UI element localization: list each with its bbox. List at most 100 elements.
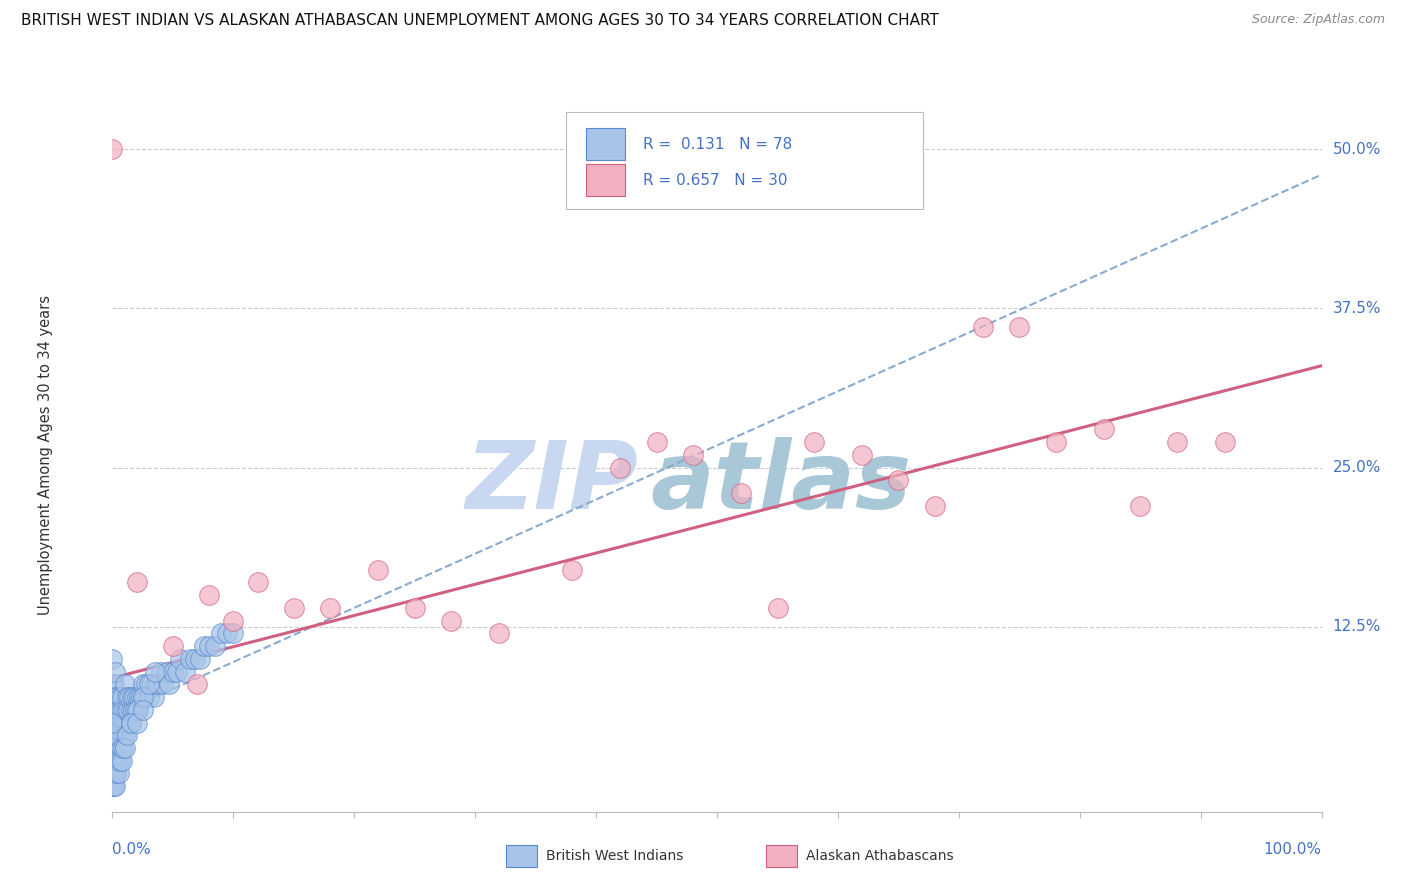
Bar [766, 845, 797, 867]
Point [152, 677, 174, 691]
Point [851, 448, 873, 462]
Point [135, 677, 157, 691]
Point [609, 460, 631, 475]
Text: Source: ZipAtlas.com: Source: ZipAtlas.com [1251, 13, 1385, 27]
Point [132, 690, 155, 704]
Point [120, 703, 142, 717]
Point [149, 665, 172, 679]
Point [145, 677, 167, 691]
Point [105, 703, 128, 717]
Point [101, 715, 124, 730]
Point [125, 703, 148, 717]
Point [101, 766, 124, 780]
Point [111, 715, 134, 730]
Point [128, 690, 150, 704]
Point [101, 690, 124, 704]
Point [142, 690, 165, 704]
Point [924, 499, 946, 513]
Bar [586, 128, 626, 161]
Text: British West Indians: British West Indians [546, 849, 683, 863]
Point [121, 690, 143, 704]
Point [162, 665, 184, 679]
Text: BRITISH WEST INDIAN VS ALASKAN ATHABASCAN UNEMPLOYMENT AMONG AGES 30 TO 34 YEARS: BRITISH WEST INDIAN VS ALASKAN ATHABASCA… [21, 13, 939, 29]
Point [114, 741, 136, 756]
Point [162, 639, 184, 653]
Text: 0.0%: 0.0% [112, 842, 152, 857]
Point [645, 435, 668, 450]
Point [193, 639, 215, 653]
Point [887, 474, 910, 488]
Text: Alaskan Athabascans: Alaskan Athabascans [806, 849, 953, 863]
Point [105, 754, 128, 768]
Point [101, 677, 124, 691]
Point [803, 435, 825, 450]
Point [222, 626, 245, 640]
Point [198, 588, 221, 602]
Point [112, 703, 135, 717]
Point [1008, 320, 1031, 334]
Point [114, 728, 136, 742]
Point [107, 728, 129, 742]
Text: 50.0%: 50.0% [1333, 142, 1381, 157]
Text: atlas: atlas [651, 437, 912, 530]
Point [112, 728, 135, 742]
Point [111, 690, 134, 704]
Point [105, 715, 128, 730]
Text: 12.5%: 12.5% [1333, 619, 1381, 634]
Point [404, 600, 426, 615]
Point [101, 779, 124, 793]
Point [108, 715, 131, 730]
Point [110, 703, 132, 717]
Point [188, 652, 211, 666]
Point [209, 626, 232, 640]
Point [101, 754, 124, 768]
Point [972, 320, 994, 334]
Text: R = 0.657   N = 30: R = 0.657 N = 30 [644, 173, 787, 187]
Point [112, 741, 135, 756]
Point [179, 652, 201, 666]
Point [127, 703, 149, 717]
Point [125, 575, 148, 590]
Point [204, 639, 226, 653]
Point [132, 677, 155, 691]
Text: 100.0%: 100.0% [1264, 842, 1322, 857]
Point [101, 741, 124, 756]
Point [101, 652, 124, 666]
Text: ZIP: ZIP [465, 437, 638, 530]
Point [105, 728, 128, 742]
Point [103, 677, 125, 691]
Point [104, 779, 127, 793]
Point [104, 741, 127, 756]
Point [118, 690, 141, 704]
Point [183, 652, 205, 666]
Point [105, 766, 128, 780]
Point [125, 715, 148, 730]
Point [104, 754, 127, 768]
Point [101, 703, 124, 717]
Point [138, 677, 160, 691]
Point [169, 652, 191, 666]
Point [114, 715, 136, 730]
Text: R =  0.131   N = 78: R = 0.131 N = 78 [644, 137, 793, 152]
Point [103, 779, 125, 793]
Point [101, 715, 124, 730]
Point [766, 600, 789, 615]
Point [156, 665, 179, 679]
Point [108, 754, 131, 768]
Point [198, 639, 221, 653]
Point [141, 677, 163, 691]
Point [143, 665, 166, 679]
Point [246, 575, 269, 590]
Point [148, 677, 170, 691]
Point [101, 142, 124, 156]
Point [115, 690, 138, 704]
Text: 37.5%: 37.5% [1333, 301, 1381, 316]
Point [110, 741, 132, 756]
Point [105, 766, 128, 780]
Text: 25.0%: 25.0% [1333, 460, 1381, 475]
Point [440, 614, 463, 628]
Point [101, 779, 124, 793]
Point [222, 614, 245, 628]
Point [104, 715, 127, 730]
Point [103, 703, 125, 717]
